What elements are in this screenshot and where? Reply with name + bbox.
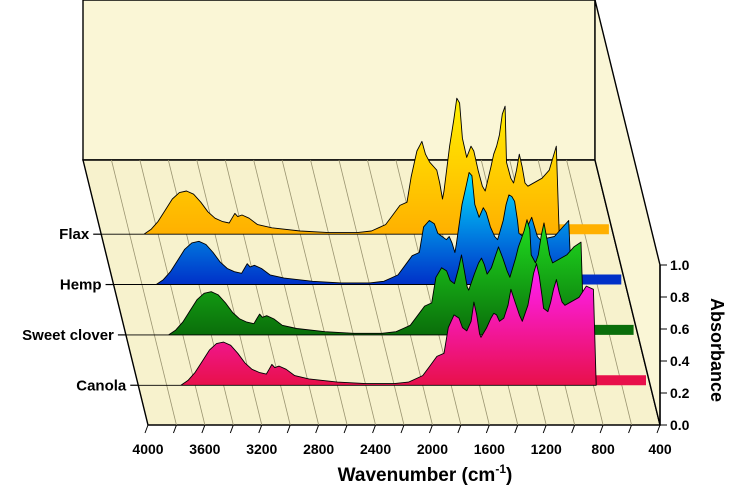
x-axis-tick: [258, 424, 263, 434]
x-axis-tick: [599, 424, 604, 434]
x-axis-tick: [542, 424, 547, 434]
series-area-hemp: [113, 172, 572, 285]
floor-grid-line: [281, 159, 348, 426]
floor-grid-line: [310, 159, 376, 426]
x-axis-tick-label: 400: [648, 441, 672, 457]
absorbance-axis-tick-label: 0.0: [670, 417, 690, 433]
absorbance-axis-title: Absorbance: [707, 298, 727, 402]
x-axis-tick-label: 2000: [417, 441, 448, 457]
x-axis-tick: [400, 424, 405, 434]
series-label-sweet-clover: Sweet clover: [22, 327, 114, 344]
series-area-canola: [137, 263, 597, 386]
series-area-flax: [100, 97, 560, 235]
x-axis-title-superscript: -1: [495, 462, 506, 476]
absorbance-axis-tick-label: 0.2: [670, 385, 690, 401]
x-axis-tick: [201, 424, 206, 434]
x-axis-tick: [229, 424, 234, 434]
absorbance-axis-tick-label: 0.6: [670, 321, 690, 337]
x-axis-tick-label: 2800: [303, 441, 334, 457]
x-axis-tick: [571, 424, 576, 434]
absorbance-axis-tick-label: 0.8: [670, 289, 690, 305]
x-axis-tick-label: 800: [591, 441, 615, 457]
x-axis-tick: [343, 424, 348, 434]
x-axis: 4000 3600 3200 2800 2400 2000 1600 1200 800 400: [132, 424, 672, 457]
x-axis-tick: [315, 424, 320, 434]
x-axis-tick: [144, 424, 149, 434]
x-axis-tick: [514, 424, 519, 434]
x-axis-tick: [372, 424, 377, 434]
x-axis-tick-label: 1600: [474, 441, 505, 457]
series-label-hemp: Hemp: [60, 277, 102, 294]
absorbance-axis: 0.0 0.2 0.4 0.6 0.8 1.0: [659, 257, 690, 433]
x-axis-tick: [628, 424, 633, 434]
x-axis-tick-label: 1200: [531, 441, 562, 457]
x-axis-title-close: ): [506, 465, 512, 486]
x-axis-tick-label: 2400: [360, 441, 391, 457]
absorbance-axis-tick-label: 1.0: [670, 257, 690, 273]
x-axis-tick-label: 3600: [189, 441, 220, 457]
x-axis-tick: [656, 424, 661, 434]
x-axis-tick: [485, 424, 490, 434]
x-axis-tick: [172, 424, 177, 434]
x-axis-tick: [428, 424, 433, 434]
series-area-sweet-clover: [125, 219, 585, 336]
x-axis-tick-label: 4000: [132, 441, 163, 457]
series-layer: [100, 97, 646, 386]
series-label-canola: Canola: [76, 377, 127, 394]
x-axis-title: Wavenumber (cm-1): [338, 462, 513, 486]
back-wall-panel: [82, 0, 596, 161]
absorbance-axis-tick-label: 0.4: [670, 353, 690, 369]
floor-grid-line: [111, 159, 177, 426]
series-labels: Flax Hemp Sweet clover Canola: [22, 226, 139, 394]
x-axis-tick-label: 3200: [246, 441, 277, 457]
x-axis-tick: [457, 424, 462, 434]
x-axis-title-main: Wavenumber (cm: [338, 465, 496, 486]
series-label-flax: Flax: [59, 226, 90, 243]
floor-grid-line: [338, 159, 405, 426]
x-axis-tick: [286, 424, 291, 434]
